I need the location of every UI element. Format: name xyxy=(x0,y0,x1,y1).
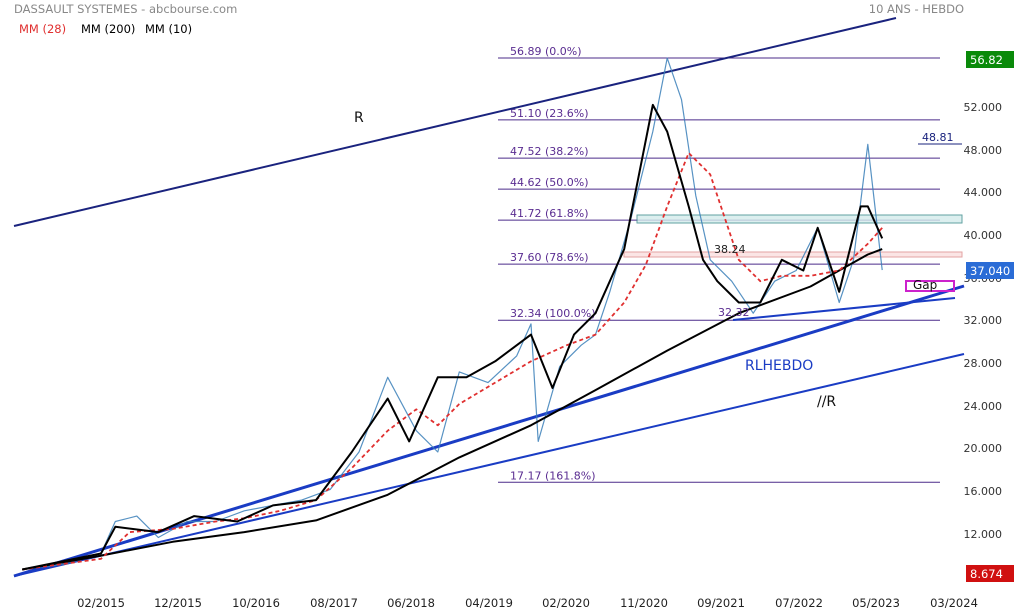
fib-label: 41.72 (61.8%) xyxy=(510,207,589,220)
y-tick-label: 40.000 xyxy=(964,229,1003,242)
support-zone-38 xyxy=(623,251,963,258)
chart-period: 10 ANS - HEBDO xyxy=(869,2,964,16)
legend-mm28: MM (28) xyxy=(19,22,66,36)
fib-label: 17.17 (161.8%) xyxy=(510,469,596,482)
fib-label: 56.89 (0.0%) xyxy=(510,45,582,58)
y-tick-label: 52.000 xyxy=(964,101,1003,114)
x-tick-label: 07/2022 xyxy=(775,596,823,610)
series-mm-10 xyxy=(22,103,884,571)
support-zone-61 xyxy=(636,214,963,224)
annotation-gap: Gap xyxy=(913,278,937,292)
y-tick-label: 20.000 xyxy=(964,442,1003,455)
x-tick-label: 05/2023 xyxy=(852,596,900,610)
x-tick-label: 03/2024 xyxy=(930,596,978,610)
badge-bottom-bg xyxy=(966,565,1014,582)
y-tick-label: 32.000 xyxy=(964,314,1003,327)
badge-last-label: 37.040 xyxy=(970,264,1010,278)
badge-top-bg xyxy=(966,51,1014,68)
parallel-r-line xyxy=(13,353,965,577)
annotation-48-81: 48.81 xyxy=(922,131,954,144)
x-axis: 02/2015 12/2015 10/2016 08/2017 06/2018 … xyxy=(77,596,978,610)
rlhebdo-line xyxy=(13,284,965,578)
y-tick-label: 44.000 xyxy=(964,186,1003,199)
fib-label: 51.10 (23.6%) xyxy=(510,107,589,120)
x-tick-label: 12/2015 xyxy=(154,596,202,610)
fib-label: 32.34 (100.0%) xyxy=(510,307,596,320)
badge-last-bg xyxy=(966,262,1014,279)
y-tick-label: 12.000 xyxy=(964,528,1003,541)
badge-top-label: 56.82 xyxy=(970,53,1003,67)
badge-top: 56.82 xyxy=(966,51,1014,68)
fib-label: 47.52 (38.2%) xyxy=(510,145,589,158)
legend-mm10: MM (10) xyxy=(145,22,192,36)
annotation-r: R xyxy=(354,110,364,126)
series-mm-28 xyxy=(22,152,883,571)
x-tick-label: 02/2020 xyxy=(542,596,590,610)
annotation-32-32: 32.32 xyxy=(718,306,750,319)
chart-title: DASSAULT SYSTEMES - abcbourse.com xyxy=(14,2,237,16)
y-tick-label: 28.000 xyxy=(964,357,1003,370)
badge-bottom-label: 8.674 xyxy=(970,567,1003,581)
y-tick-label: 24.000 xyxy=(964,400,1003,413)
resistance-line-r xyxy=(13,17,897,227)
badge-last: 37.040 xyxy=(966,262,1014,279)
gap-box xyxy=(905,280,955,292)
fib-label: 44.62 (50.0%) xyxy=(510,176,589,189)
badge-bottom: 8.674 xyxy=(966,565,1014,582)
x-tick-label: 04/2019 xyxy=(465,596,513,610)
fibonacci-levels: 56.89 (0.0%) 51.10 (23.6%) 47.52 (38.2%) 44… xyxy=(498,45,940,483)
annotation-parallel-r: //R xyxy=(817,394,836,410)
trend-lines xyxy=(13,17,965,578)
x-tick-label: 09/2021 xyxy=(697,596,745,610)
annotation-38-24: 38.24 xyxy=(714,243,746,256)
x-tick-label: 02/2015 xyxy=(77,596,125,610)
y-tick-label: 16.000 xyxy=(964,485,1003,498)
x-tick-label: 08/2017 xyxy=(310,596,358,610)
fib-label: 37.60 (78.6%) xyxy=(510,251,589,264)
series-mm-200 xyxy=(22,248,883,571)
support-line-32 xyxy=(732,297,956,321)
legend-mm200: MM (200) xyxy=(81,22,135,36)
y-tick-label: 48.000 xyxy=(964,144,1003,157)
annotation-rlhebdo: RLHEBDO xyxy=(745,358,813,374)
x-tick-label: 06/2018 xyxy=(387,596,435,610)
x-tick-label: 10/2016 xyxy=(232,596,280,610)
x-tick-label: 11/2020 xyxy=(620,596,668,610)
series-layer xyxy=(22,57,884,571)
